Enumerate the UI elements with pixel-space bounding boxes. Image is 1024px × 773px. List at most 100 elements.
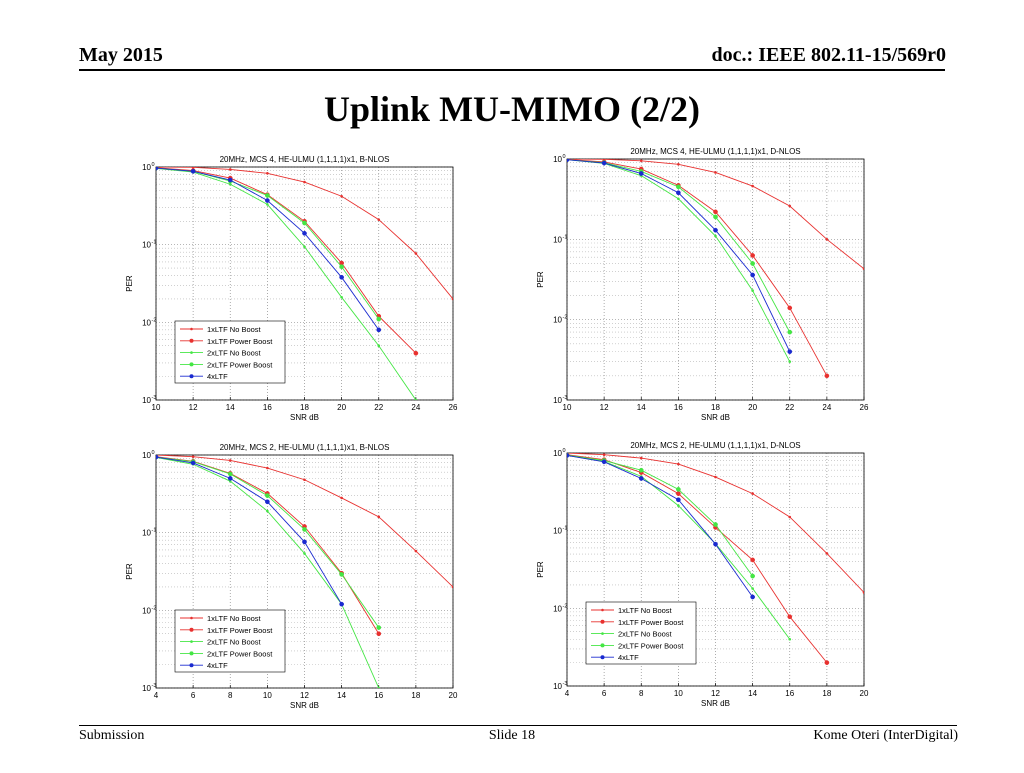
- data-point: [156, 455, 159, 460]
- x-tick-label: 16: [785, 689, 794, 698]
- y-tick-exponent: -1: [563, 234, 568, 240]
- y-tick-label: 10: [553, 155, 562, 164]
- x-tick-label: 14: [637, 403, 646, 412]
- x-tick-label: 26: [449, 403, 458, 412]
- series-group: [567, 453, 864, 665]
- data-point: [750, 253, 755, 258]
- legend-label: 1xLTF Power Boost: [207, 626, 273, 635]
- data-point: [339, 274, 344, 280]
- data-point: [639, 456, 643, 460]
- data-point: [750, 272, 755, 278]
- legend-marker: [601, 608, 604, 612]
- y-tick-label: 10: [553, 682, 562, 691]
- x-tick-label: 26: [860, 403, 869, 412]
- data-point: [787, 329, 793, 335]
- data-point: [788, 204, 792, 208]
- x-tick-label: 16: [674, 403, 683, 412]
- y-tick-label: 10: [553, 235, 562, 244]
- x-tick-label: 20: [449, 691, 458, 700]
- data-point: [824, 373, 830, 379]
- data-point: [376, 327, 382, 333]
- data-point: [414, 398, 418, 400]
- series-line: [156, 167, 417, 400]
- chart-title: 20MHz, MCS 2, HE-ULMU (1,1,1,1)x1, B-NLO…: [220, 443, 390, 452]
- data-point: [377, 218, 381, 221]
- y-tick-exponent: -3: [563, 395, 568, 401]
- data-point: [714, 234, 717, 238]
- series-line: [567, 455, 753, 598]
- y-tick-label: 10: [553, 316, 562, 325]
- data-point: [376, 625, 382, 630]
- slide-title: Uplink MU-MIMO (2/2): [324, 89, 700, 129]
- y-tick-exponent: -2: [563, 315, 568, 321]
- y-tick-exponent: 0: [563, 154, 566, 160]
- data-point: [713, 214, 718, 220]
- footer-slide-number: Slide 18: [488, 728, 536, 743]
- data-point: [750, 594, 755, 600]
- data-point: [227, 471, 233, 477]
- data-point: [788, 515, 792, 519]
- x-tick-label: 10: [263, 691, 272, 700]
- legend-marker: [601, 632, 604, 635]
- data-point: [714, 475, 717, 479]
- x-tick-label: 20: [748, 403, 757, 412]
- y-tick-exponent: 0: [563, 448, 566, 454]
- data-point: [265, 493, 270, 498]
- data-point: [340, 296, 343, 299]
- y-axis-label: PER: [536, 271, 545, 288]
- series-group: [567, 159, 864, 379]
- data-point: [302, 220, 307, 226]
- y-tick-exponent: -3: [152, 683, 157, 689]
- data-point: [638, 171, 644, 176]
- data-point: [266, 171, 269, 175]
- data-point: [750, 261, 755, 266]
- header-doc-id: doc.: IEEE 802.11-15/569r0: [711, 44, 946, 66]
- data-point: [339, 572, 344, 577]
- x-tick-label: 14: [337, 691, 346, 700]
- data-point: [751, 184, 754, 188]
- legend-marker: [190, 327, 193, 331]
- x-tick-label: 18: [411, 691, 420, 700]
- header-rule: [79, 69, 945, 71]
- data-point: [190, 460, 196, 466]
- x-tick-label: 12: [189, 403, 198, 412]
- data-point: [677, 197, 680, 201]
- data-point: [266, 466, 269, 470]
- y-tick-exponent: -2: [152, 317, 157, 323]
- y-tick-label: 10: [142, 318, 151, 327]
- data-point: [751, 289, 754, 292]
- data-point: [677, 462, 680, 466]
- data-point: [676, 497, 681, 503]
- y-tick-label: 10: [142, 529, 151, 538]
- data-point: [302, 230, 307, 236]
- legend-marker: [189, 338, 194, 343]
- legend-label: 2xLTF Power Boost: [207, 649, 273, 658]
- data-point: [677, 162, 680, 166]
- data-point: [713, 227, 718, 233]
- data-point: [750, 557, 755, 563]
- y-tick-label: 10: [142, 684, 151, 693]
- y-tick-exponent: -3: [563, 681, 568, 687]
- footer-author: Kome Oteri (InterDigital): [813, 728, 958, 743]
- y-tick-label: 10: [142, 241, 151, 250]
- data-point: [638, 467, 644, 473]
- data-point: [788, 637, 792, 641]
- legend-marker: [189, 663, 194, 668]
- data-point: [676, 487, 681, 492]
- x-tick-label: 16: [374, 691, 383, 700]
- x-tick-label: 8: [228, 691, 233, 700]
- data-point: [340, 496, 343, 500]
- y-axis-label: PER: [125, 563, 134, 580]
- data-point: [751, 587, 754, 590]
- x-tick-label: 12: [300, 691, 309, 700]
- y-tick-exponent: -2: [563, 603, 568, 609]
- data-point: [862, 267, 864, 271]
- data-point: [228, 168, 232, 171]
- data-point: [377, 515, 381, 519]
- x-tick-label: 20: [860, 689, 869, 698]
- x-axis-label: SNR dB: [290, 413, 319, 422]
- y-tick-exponent: 0: [152, 450, 155, 456]
